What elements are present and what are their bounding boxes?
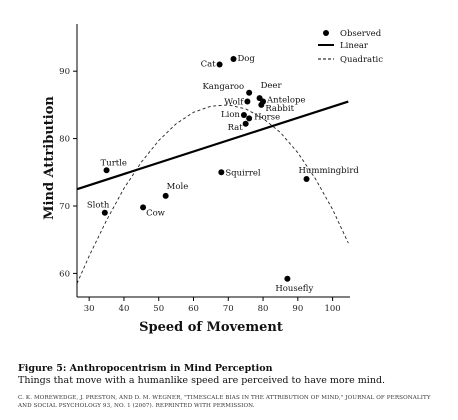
data-point (284, 275, 291, 282)
data-point (140, 204, 147, 211)
data-point-label: Housefly (275, 284, 313, 294)
data-point (258, 101, 265, 108)
data-point-label: Cow (146, 208, 166, 218)
legend-symbol-observed (323, 30, 329, 36)
quadratic-fit-line (76, 104, 349, 284)
data-point-label: Lion (221, 110, 240, 120)
data-point-label: Kangaroo (202, 82, 244, 92)
axes: 30 40 50 60 70 80 90 100 60 70 80 90 (59, 24, 350, 314)
data-point (101, 209, 108, 216)
data-point (246, 115, 253, 122)
data-point-label: Sloth (87, 201, 110, 211)
data-point (246, 89, 253, 96)
data-point (230, 56, 237, 63)
x-tick-label: 70 (223, 304, 234, 314)
legend-label-observed: Observed (340, 29, 382, 39)
y-tick-label: 60 (59, 269, 70, 279)
data-point-label: Mole (167, 182, 189, 192)
data-point-label: Cat (201, 59, 217, 69)
legend: Observed Linear Quadratic (318, 29, 383, 65)
x-tick-label: 40 (119, 304, 130, 314)
figure-caption-subtitle: Things that move with a humanlike speed … (18, 375, 386, 386)
data-point (240, 112, 247, 118)
x-tick-label: 90 (292, 304, 303, 314)
data-point-label: Wolf (224, 98, 244, 108)
data-point (103, 167, 110, 174)
data-point-label: Hummingbird (299, 166, 360, 176)
legend-label-quadratic: Quadratic (340, 55, 383, 65)
y-tick-label: 70 (59, 202, 70, 212)
linear-fit-line (76, 100, 349, 191)
data-point-label: Rabbit (265, 104, 294, 114)
y-tick-label: 90 (59, 67, 70, 77)
fit-lines (76, 100, 349, 284)
x-tick-label: 30 (84, 304, 95, 314)
data-point (242, 120, 249, 127)
figure-caption-title: Figure 5: Anthropocentrism in Mind Perce… (18, 363, 273, 374)
data-point-label: Squirrel (225, 168, 261, 178)
data-point (162, 192, 169, 199)
data-point (244, 98, 251, 105)
data-point-label: Deer (261, 81, 283, 91)
data-point (218, 169, 225, 176)
y-tick-label: 80 (59, 135, 70, 145)
figure-credit: C. K. MOREWEDGE, J. PRESTON, AND D. M. W… (18, 395, 431, 409)
x-tick-label: 50 (153, 304, 164, 314)
x-tick-label: 100 (324, 304, 340, 314)
data-point-label: Turtle (101, 158, 127, 168)
data-point (216, 61, 223, 68)
data-point (303, 176, 310, 183)
x-tick-label: 60 (188, 304, 199, 314)
x-axis-title: Speed of Movement (139, 320, 283, 335)
x-tick-label: 80 (258, 304, 269, 314)
data-points: Cat Dog Kangaroo Deer Antelope Wolf Rabbit Lion… (87, 54, 360, 294)
data-point-label: Antelope (266, 96, 305, 106)
scatter-chart: 30 40 50 60 70 80 90 100 60 70 80 90 Cat Dog Kangaroo… (42, 24, 383, 335)
data-point-label: Rat (228, 123, 244, 133)
y-axis-title: Mind Attribution (42, 96, 57, 220)
legend-label-linear: Linear (340, 41, 369, 51)
data-point-label: Dog (237, 54, 255, 64)
data-point-label: Horse (254, 112, 280, 122)
